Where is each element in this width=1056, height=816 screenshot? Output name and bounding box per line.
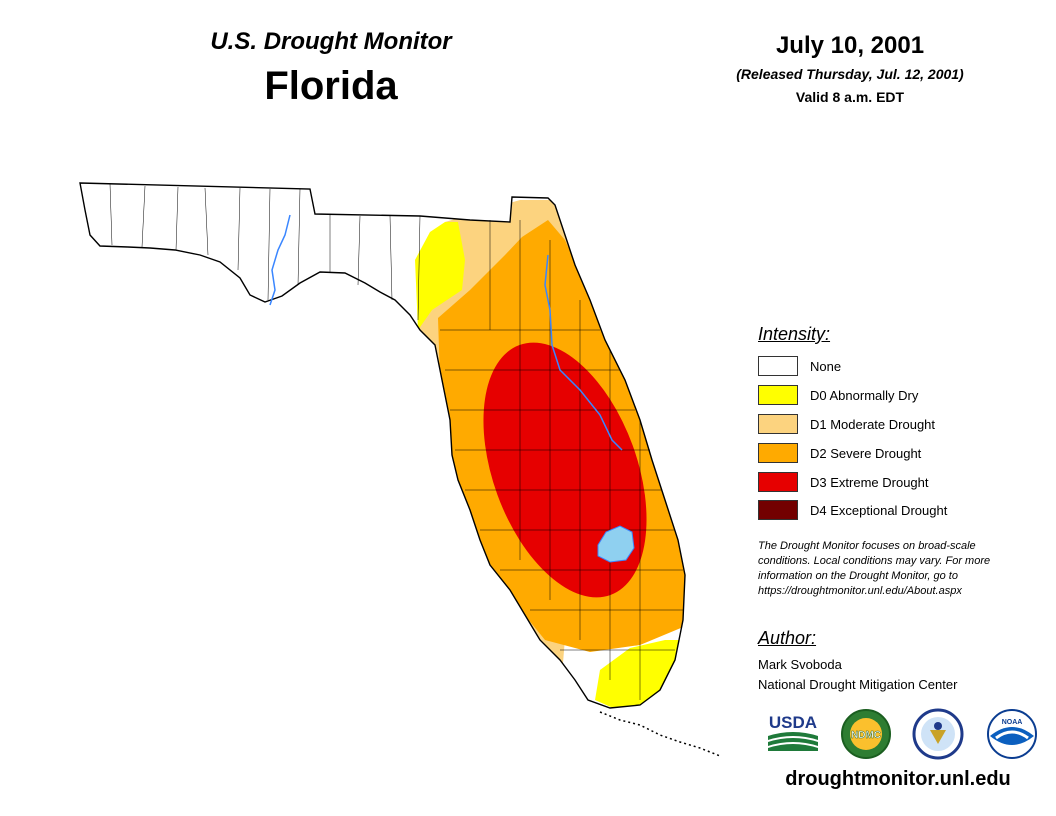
valid-time: Valid 8 a.m. EDT	[795, 89, 905, 105]
lake-okeechobee	[597, 525, 635, 563]
author-title: Author:	[758, 628, 817, 648]
swatch-d4	[758, 500, 798, 520]
map-date: July 10, 2001	[775, 32, 925, 59]
swatch-d3	[758, 472, 798, 492]
legend-label: D2 Severe Drought	[810, 445, 922, 461]
author-org: National Drought Mitigation Center	[758, 677, 958, 692]
map-subtitle: U.S. Drought Monitor	[210, 28, 452, 55]
florida-keys	[599, 711, 721, 757]
usda-logo[interactable]: USDA	[766, 708, 820, 752]
legend-item-d3: D3 Extreme Drought	[758, 471, 929, 493]
release-date: (Released Thursday, Jul. 12, 2001)	[736, 66, 964, 82]
noaa-logo[interactable]: NOAA	[986, 708, 1038, 760]
legend-label: D4 Exceptional Drought	[810, 502, 948, 518]
swatch-d0	[758, 385, 798, 405]
florida-drought-map	[79, 182, 721, 757]
swatch-d1	[758, 414, 798, 434]
note-line: The Drought Monitor focuses on broad-sca…	[758, 540, 976, 552]
legend-label: D0 Abnormally Dry	[810, 387, 919, 403]
noaa-logo-text: NOAA	[1002, 719, 1023, 726]
state-outline	[79, 182, 686, 709]
legend-title: Intensity:	[758, 324, 831, 344]
legend-label: None	[810, 358, 842, 374]
legend-label: D1 Moderate Drought	[810, 416, 936, 432]
st-johns-river	[544, 254, 623, 451]
note-line: information on the Drought Monitor, go t…	[758, 570, 958, 582]
legend-item-d1: D1 Moderate Drought	[758, 413, 935, 435]
note-url[interactable]: https://droughtmonitor.unl.edu/About.asp…	[758, 585, 962, 597]
footer-url[interactable]: droughtmonitor.unl.edu	[785, 768, 1011, 790]
author-name: Mark Svoboda	[758, 657, 842, 672]
legend-item-d2: D2 Severe Drought	[758, 442, 921, 464]
swatch-none	[758, 356, 798, 376]
legend-item-d4: D4 Exceptional Drought	[758, 499, 947, 521]
legend-item-none: None	[758, 355, 841, 377]
legend-item-d0: D0 Abnormally Dry	[758, 384, 918, 406]
map-title: Florida	[264, 64, 398, 108]
ndmc-logo[interactable]: NDMC	[840, 708, 892, 760]
usda-logo-text: USDA	[769, 713, 817, 732]
disclaimer-note: The Drought Monitor focuses on broad-sca…	[758, 539, 1048, 599]
ndmc-logo-text: NDMC	[851, 730, 881, 741]
note-line: conditions. Local conditions may vary. F…	[758, 555, 991, 567]
swatch-d2	[758, 443, 798, 463]
legend-label: D3 Extreme Drought	[810, 474, 929, 490]
county-lines	[109, 183, 683, 700]
apalachicola-river	[269, 214, 291, 306]
commerce-logo[interactable]	[912, 708, 964, 760]
